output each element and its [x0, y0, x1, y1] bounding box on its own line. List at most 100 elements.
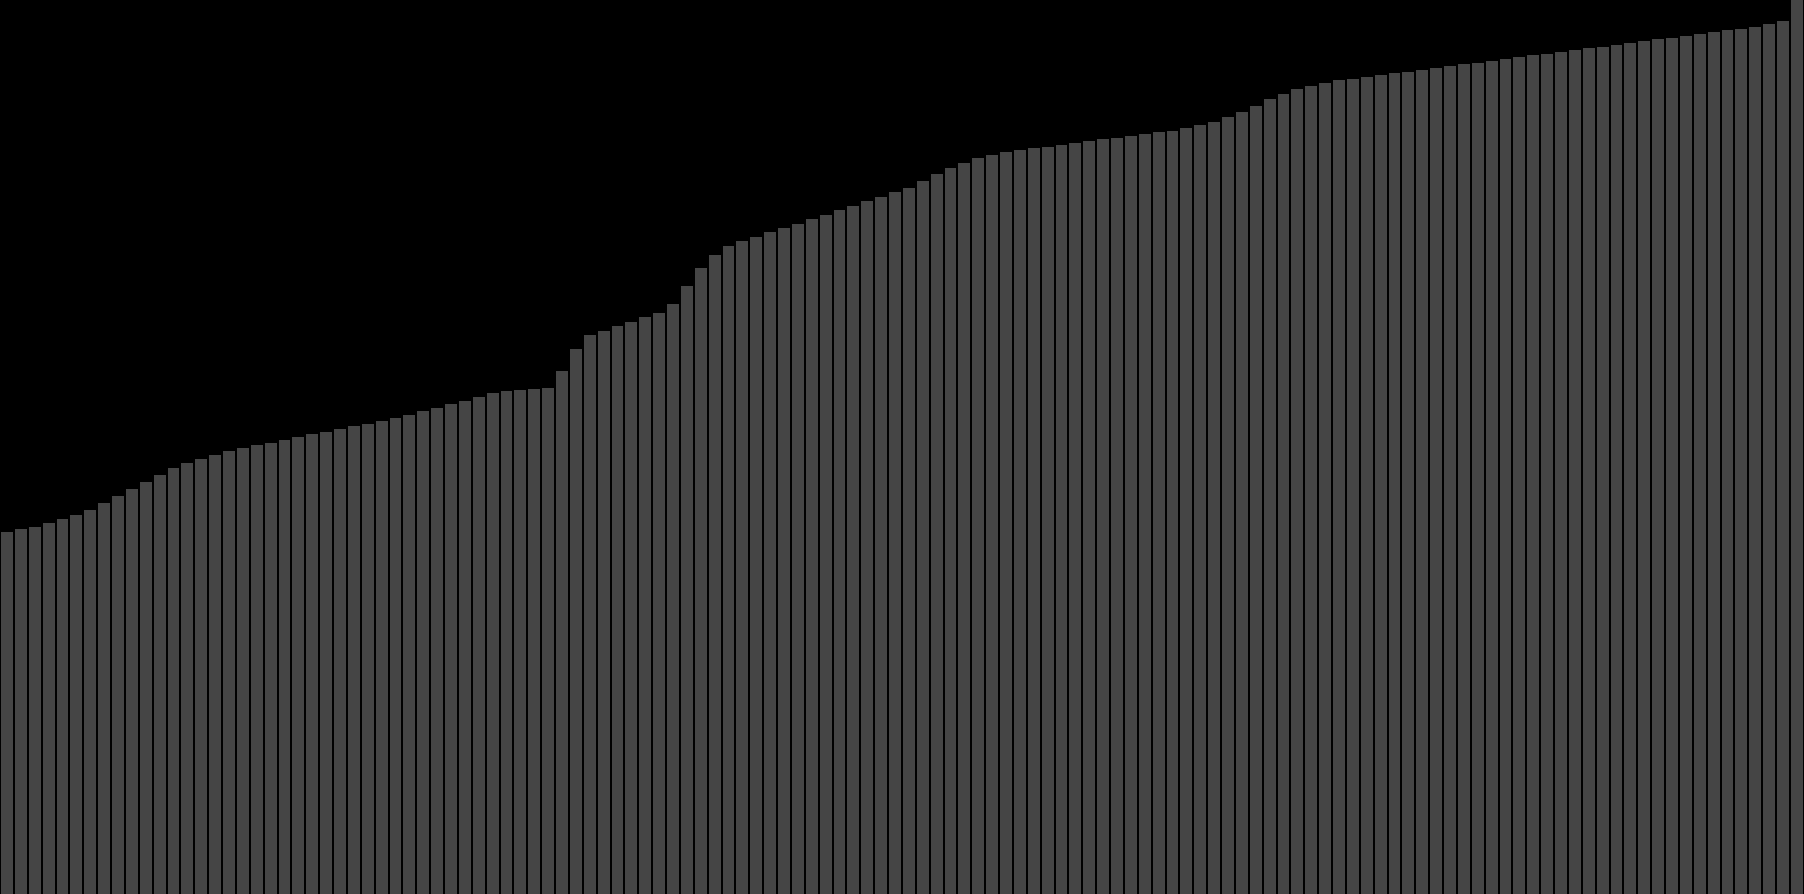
bar [1319, 83, 1331, 894]
bar [1139, 134, 1151, 894]
bar [1694, 34, 1706, 894]
bar [1500, 59, 1512, 894]
bar [639, 317, 651, 894]
bar [1735, 29, 1747, 894]
bar [723, 246, 735, 894]
bar [1180, 128, 1192, 894]
bar [445, 404, 457, 894]
bar [1472, 63, 1484, 894]
bar [1, 532, 13, 894]
bar [473, 397, 485, 894]
bar [403, 415, 415, 894]
bar [1763, 24, 1775, 894]
bar [681, 286, 693, 894]
bar [847, 206, 859, 894]
bar [1028, 148, 1040, 894]
bar-chart [0, 0, 1804, 894]
bar [1083, 141, 1095, 894]
bar [292, 437, 304, 894]
bar [112, 496, 124, 894]
bar [1611, 45, 1623, 894]
bar [1666, 38, 1678, 894]
bar [126, 489, 138, 894]
bar [1389, 73, 1401, 894]
bar [1333, 80, 1345, 894]
bar [1541, 54, 1553, 894]
bar [1624, 43, 1636, 894]
bar [1167, 131, 1179, 894]
bar [1236, 112, 1248, 894]
bar [1416, 70, 1428, 894]
bar [750, 237, 762, 894]
bar [306, 434, 318, 894]
bar [598, 331, 610, 894]
bar [1402, 72, 1414, 894]
bar [1264, 99, 1276, 894]
bar [223, 451, 235, 894]
bar [903, 188, 915, 894]
bar [1430, 68, 1442, 894]
bar [972, 158, 984, 894]
bar [98, 503, 110, 894]
bar [15, 529, 27, 894]
bar [84, 510, 96, 894]
bar [917, 181, 929, 894]
bar [958, 163, 970, 894]
bar [1749, 27, 1761, 894]
bar [1513, 57, 1525, 894]
bar [334, 429, 346, 894]
bar [1042, 147, 1054, 894]
bar [1222, 117, 1234, 894]
bar [514, 390, 526, 894]
bar [1069, 143, 1081, 894]
bar [209, 455, 221, 894]
bar [1722, 30, 1734, 894]
bar [1652, 39, 1664, 894]
bar [1194, 125, 1206, 894]
bar [1486, 61, 1498, 894]
bar [57, 519, 69, 894]
bar [1250, 106, 1262, 894]
bar [1597, 47, 1609, 894]
bar [1375, 75, 1387, 894]
bar [834, 210, 846, 894]
bar [1583, 48, 1595, 894]
bar [390, 418, 402, 894]
bar [1278, 94, 1290, 894]
bar [820, 215, 832, 894]
bar [501, 391, 513, 894]
bar [806, 219, 818, 894]
bar [29, 527, 41, 894]
bar [195, 459, 207, 894]
bar [792, 224, 804, 894]
bar [1000, 152, 1012, 894]
bar [1111, 138, 1123, 894]
bar [140, 482, 152, 894]
bar [570, 349, 582, 894]
bar [778, 228, 790, 894]
bar [528, 389, 540, 894]
bar [1444, 66, 1456, 894]
bar [1708, 32, 1720, 894]
bar [70, 515, 82, 894]
bar [251, 445, 263, 894]
bar [181, 463, 193, 894]
bar [487, 393, 499, 894]
bar [612, 326, 624, 894]
bar [1680, 36, 1692, 894]
bar [362, 424, 374, 894]
bar [556, 371, 568, 894]
bar [376, 421, 388, 894]
bar [584, 335, 596, 894]
bar [542, 388, 554, 894]
bar [986, 155, 998, 894]
bar [1097, 139, 1109, 894]
bar [1014, 150, 1026, 894]
bar [1458, 64, 1470, 894]
bar [1777, 21, 1789, 894]
bar [237, 448, 249, 894]
bar [625, 322, 637, 894]
bar [1527, 55, 1539, 894]
bar [265, 443, 277, 894]
bar [1153, 132, 1165, 894]
